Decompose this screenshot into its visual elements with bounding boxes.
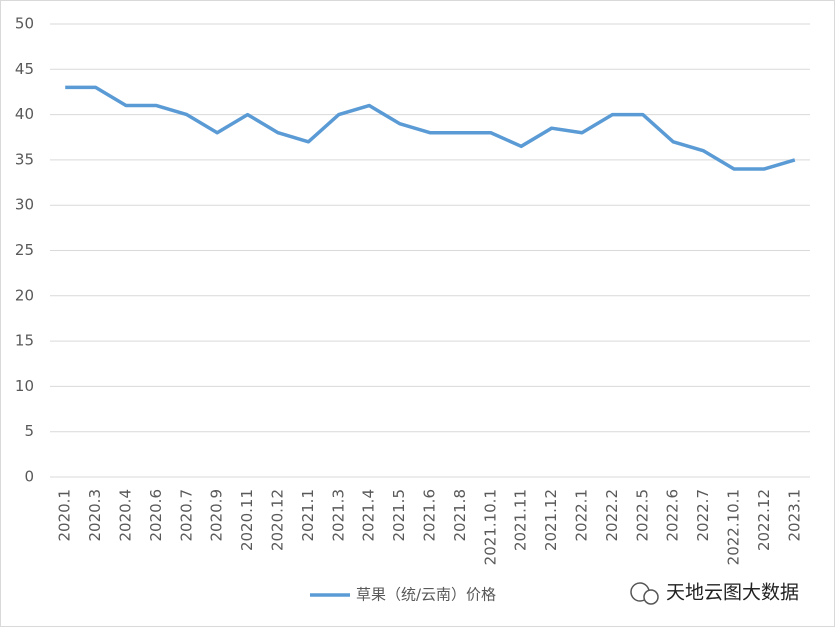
- x-tick-label: 2022.7: [694, 489, 712, 542]
- x-tick-label: 2022.5: [633, 489, 651, 542]
- x-tick-label: 2021.6: [421, 489, 439, 542]
- x-tick-label: 2020.11: [238, 489, 256, 551]
- x-tick-label: 2023.1: [785, 489, 803, 542]
- y-tick-label: 20: [15, 286, 34, 304]
- x-tick-label: 2020.7: [177, 489, 195, 542]
- x-tick-label: 2020.6: [147, 489, 165, 542]
- x-tick-label: 2021.8: [451, 489, 469, 542]
- y-tick-label: 35: [15, 150, 34, 168]
- watermark: 天地云图大数据: [630, 582, 799, 605]
- x-tick-label: 2021.1: [299, 489, 317, 542]
- x-tick-label: 2021.10.1: [481, 489, 499, 565]
- x-tick-label: 2022.6: [664, 489, 682, 542]
- y-tick-label: 25: [15, 241, 34, 259]
- watermark-icon: [643, 589, 659, 605]
- x-tick-label: 2022.10.1: [725, 489, 743, 565]
- x-tick-label: 2020.1: [56, 489, 74, 542]
- x-tick-label: 2022.12: [755, 489, 773, 551]
- y-tick-label: 15: [15, 332, 34, 350]
- x-tick-label: 2020.12: [269, 489, 287, 551]
- x-tick-label: 2021.4: [360, 489, 378, 542]
- x-tick-label: 2022.1: [573, 489, 591, 542]
- x-tick-label: 2021.12: [542, 489, 560, 551]
- line-series: [65, 85, 796, 171]
- x-tick-label: 2020.4: [117, 489, 135, 542]
- y-tick-label: 0: [24, 468, 34, 486]
- y-tick-label: 5: [24, 422, 34, 440]
- x-tick-label: 2022.2: [603, 489, 621, 542]
- x-tick-label: 2021.5: [390, 489, 408, 542]
- y-tick-label: 40: [15, 105, 34, 123]
- y-tick-label: 10: [15, 377, 34, 395]
- x-tick-label: 2021.11: [512, 489, 530, 551]
- watermark-text: 天地云图大数据: [666, 582, 799, 604]
- x-tick-label: 2020.9: [208, 489, 226, 542]
- y-tick-label: 45: [15, 60, 34, 78]
- x-tick-label: 2021.3: [329, 489, 347, 542]
- y-tick-label: 50: [15, 15, 34, 33]
- legend-label: 草果（统/云南）价格: [356, 586, 496, 604]
- x-tick-label: 2020.3: [86, 489, 104, 542]
- y-tick-label: 30: [15, 196, 34, 214]
